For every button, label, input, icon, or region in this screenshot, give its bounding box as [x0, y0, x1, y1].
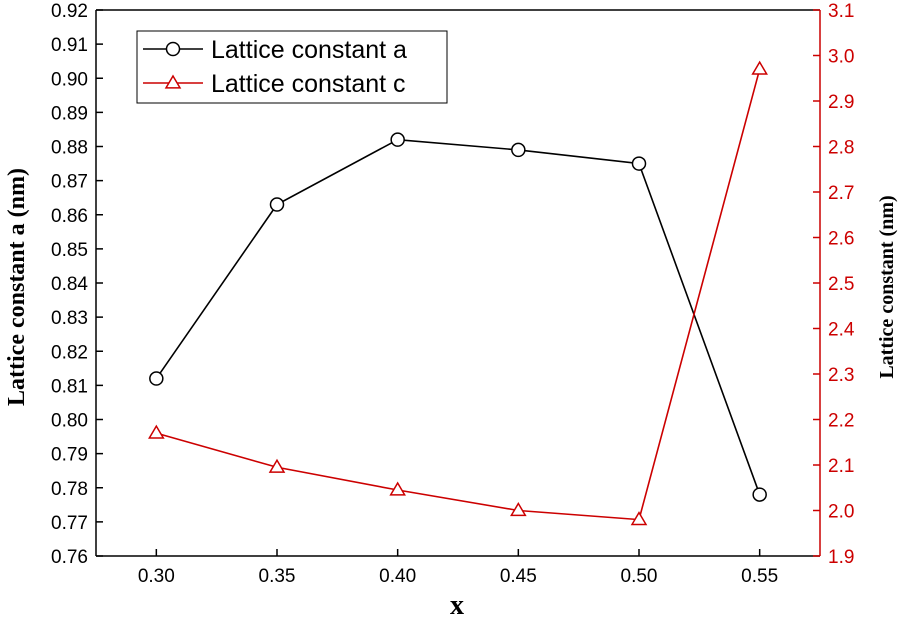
x-tick-label: 0.50	[621, 566, 658, 587]
left-y-tick-label: 0.83	[51, 308, 88, 329]
left-y-tick-label: 0.91	[51, 35, 88, 56]
left-y-axis: 0.76 0.77 0.78 0.79 0.80 0.81 0.82 0.83 0.84 0.85…	[51, 1, 103, 568]
x-tick-label: 0.35	[259, 566, 296, 587]
right-y-axis-title: Lattice constant (nm)	[876, 195, 898, 378]
right-y-tick-label: 3.1	[828, 1, 854, 22]
left-y-tick-label: 0.86	[51, 206, 88, 227]
series-c-point	[510, 502, 527, 517]
series-c-point	[148, 424, 165, 439]
left-y-tick-label: 0.76	[51, 547, 88, 568]
right-y-tick-label: 2.9	[828, 92, 854, 113]
left-y-tick-label: 0.87	[51, 172, 88, 193]
x-axis: 0.30 0.35 0.40 0.45 0.50 0.55	[138, 549, 778, 587]
left-y-tick-label: 0.85	[51, 240, 88, 261]
left-y-tick-label: 0.78	[51, 479, 88, 500]
left-y-tick-label: 0.81	[51, 376, 88, 397]
x-tick-label: 0.45	[500, 566, 537, 587]
series-c-point	[630, 511, 648, 526]
legend-series-a-marker	[165, 41, 181, 57]
right-y-tick-label: 2.5	[828, 274, 854, 295]
x-tick-label: 0.40	[379, 566, 416, 587]
left-y-tick-label: 0.80	[51, 411, 88, 432]
left-y-tick-label: 0.90	[51, 69, 88, 90]
series-a-point	[511, 142, 526, 158]
left-y-tick-label: 0.89	[51, 103, 88, 124]
left-y-tick-label: 0.82	[51, 342, 88, 363]
series-a-line	[155, 138, 761, 495]
right-y-tick-label: 2.1	[828, 456, 854, 477]
right-y-tick-label: 2.0	[828, 502, 854, 523]
right-y-tick-label: 3.0	[828, 47, 854, 68]
legend-series-c-marker	[164, 74, 182, 89]
legend-box	[136, 30, 448, 104]
left-y-tick-label: 0.88	[51, 138, 88, 159]
x-tick-label: 0.30	[138, 566, 175, 587]
x-tick-label: 0.55	[741, 566, 778, 587]
left-y-tick-label: 0.92	[51, 1, 88, 22]
right-y-axis: 1.9 2.0 2.1 2.2 2.3 2.4 2.5 2.6 2.7 2.8 2.9 3.0 3.1	[813, 1, 855, 568]
right-y-tick-label: 2.6	[828, 229, 854, 250]
series-c-point	[389, 481, 406, 496]
x-axis-title: x	[450, 590, 464, 619]
right-y-tick-label: 2.7	[828, 183, 854, 204]
left-y-axis-title: Lattice constant a (nm)	[4, 168, 30, 406]
legend: Lattice constant a Lattice constant c	[136, 30, 448, 104]
right-y-tick-label: 2.8	[828, 138, 854, 159]
legend-series-c-label: Lattice constant c	[211, 70, 406, 98]
legend-series-a-label: Lattice constant a	[211, 36, 407, 64]
right-y-tick-label: 2.4	[828, 320, 855, 341]
series-a-point	[752, 487, 767, 502]
left-y-tick-label: 0.77	[51, 513, 88, 534]
series-a-point	[269, 197, 285, 212]
series-c-point	[751, 60, 768, 75]
series-a-point	[631, 156, 647, 171]
series-a-point	[149, 371, 164, 386]
right-y-tick-label: 2.3	[828, 365, 854, 386]
series-a-point	[390, 132, 405, 147]
left-y-tick-label: 0.79	[51, 445, 88, 466]
series-c-line	[156, 68, 761, 521]
right-y-tick-label: 1.9	[828, 547, 854, 568]
series-c-point	[268, 458, 286, 473]
right-y-tick-label: 2.2	[828, 411, 854, 432]
series-layer	[148, 60, 768, 526]
left-y-tick-label: 0.84	[51, 274, 88, 295]
